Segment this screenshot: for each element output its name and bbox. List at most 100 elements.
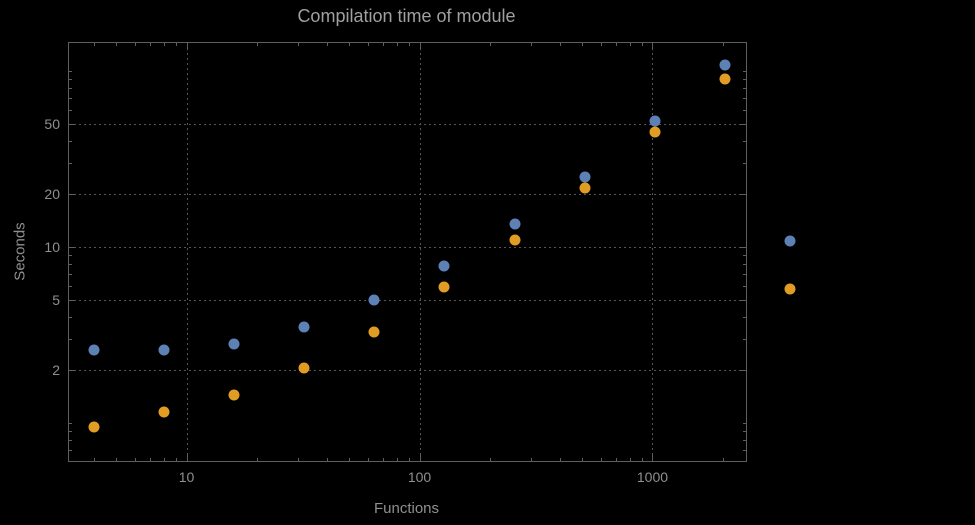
data-point-series-blue: [509, 218, 521, 230]
data-point-series-blue: [649, 115, 661, 127]
x-axis-minor-tick: [349, 458, 351, 461]
y-axis-minor-tick-mirror: [743, 286, 746, 288]
x-axis-minor-tick: [297, 458, 299, 461]
x-axis-minor-tick: [396, 458, 398, 461]
y-axis-minor-tick: [69, 286, 72, 288]
data-point-series-blue: [368, 294, 380, 306]
y-tick-label: 2: [52, 362, 60, 379]
grid-line-vertical: [419, 43, 421, 461]
data-point-series-orange: [158, 406, 170, 418]
y-axis-minor-tick-mirror: [743, 78, 746, 80]
grid-line-horizontal: [69, 370, 746, 372]
y-axis-major-tick-mirror: [740, 194, 746, 195]
legend-marker-blue: [784, 235, 796, 247]
data-point-series-orange: [719, 73, 731, 85]
x-axis-minor-tick: [616, 458, 618, 461]
x-axis-minor-tick-mirror: [559, 43, 561, 46]
data-point-series-orange: [88, 421, 100, 433]
y-tick-label: 10: [44, 239, 60, 256]
x-axis-minor-tick-mirror: [629, 43, 631, 46]
x-axis-minor-tick-mirror: [349, 43, 351, 46]
y-axis-minor-tick-mirror: [743, 440, 746, 442]
y-axis-minor-tick-mirror: [743, 140, 746, 142]
x-axis-minor-tick: [367, 458, 369, 461]
y-axis-major-tick-mirror: [740, 123, 746, 125]
y-axis-minor-tick: [69, 339, 72, 341]
x-axis-minor-tick: [600, 458, 602, 461]
x-axis-minor-tick: [326, 458, 328, 461]
y-axis-minor-tick-mirror: [743, 431, 746, 433]
x-axis-major-tick: [419, 455, 421, 461]
y-axis-minor-tick-mirror: [743, 423, 746, 425]
x-axis-minor-tick-mirror: [326, 43, 328, 46]
x-axis-minor-tick: [134, 458, 136, 461]
y-axis-minor-tick-mirror: [743, 450, 746, 452]
y-axis-major-tick: [69, 123, 75, 125]
x-axis-minor-tick: [641, 458, 643, 461]
x-axis-minor-tick: [408, 458, 410, 461]
x-axis-minor-tick: [582, 458, 584, 461]
grid-line-horizontal: [69, 247, 746, 249]
x-axis-minor-tick: [93, 458, 95, 461]
y-axis-minor-tick-mirror: [743, 98, 746, 100]
x-axis-minor-tick-mirror: [408, 43, 410, 46]
grid-line-vertical: [652, 43, 654, 461]
x-axis-minor-tick-mirror: [530, 43, 532, 46]
data-point-series-orange: [228, 389, 240, 401]
y-axis-minor-tick: [69, 87, 72, 89]
y-axis-minor-tick: [69, 140, 72, 142]
y-axis-minor-tick-mirror: [743, 70, 746, 72]
data-point-series-orange: [649, 126, 661, 138]
x-axis-minor-tick-mirror: [582, 43, 584, 46]
data-point-series-orange: [509, 234, 521, 246]
y-axis-major-tick: [69, 247, 75, 249]
y-axis-minor-tick: [69, 78, 72, 80]
y-axis-minor-tick: [69, 109, 72, 111]
x-axis-minor-tick-mirror: [600, 43, 602, 46]
x-axis-label: Functions: [373, 500, 440, 517]
x-axis-minor-tick-mirror: [175, 43, 177, 46]
x-tick-label: 100: [407, 469, 432, 485]
x-axis-major-tick: [652, 455, 654, 461]
x-axis-minor-tick-mirror: [93, 43, 95, 46]
x-axis-minor-tick-mirror: [489, 43, 491, 46]
x-axis-minor-tick-mirror: [116, 43, 118, 46]
y-axis-minor-tick-mirror: [743, 339, 746, 341]
data-point-series-blue: [719, 59, 731, 71]
y-axis-minor-tick: [69, 162, 72, 164]
x-axis-minor-tick-mirror: [256, 43, 258, 46]
data-point-series-orange: [579, 182, 591, 194]
x-tick-label: 10: [178, 469, 195, 485]
x-axis-minor-tick-mirror: [616, 43, 618, 46]
data-point-series-orange: [368, 326, 380, 338]
x-axis-major-tick-mirror: [419, 43, 421, 49]
y-axis-minor-tick: [69, 317, 72, 319]
y-axis-major-tick-mirror: [740, 300, 746, 302]
chart-title: Compilation time of module: [297, 6, 516, 26]
x-axis-major-tick-mirror: [186, 43, 188, 49]
y-axis-major-tick-mirror: [740, 247, 746, 249]
y-axis-minor-tick-mirror: [743, 109, 746, 111]
x-axis-minor-tick: [383, 458, 385, 461]
grid-line-horizontal: [69, 194, 746, 195]
x-axis-minor-tick-mirror: [297, 43, 299, 46]
y-axis-minor-tick-mirror: [743, 162, 746, 164]
y-axis-minor-tick: [69, 431, 72, 433]
grid-line-horizontal: [69, 123, 746, 125]
x-axis-major-tick: [186, 455, 188, 461]
y-axis-minor-tick-mirror: [743, 87, 746, 89]
x-axis-minor-tick-mirror: [396, 43, 398, 46]
y-axis-major-tick: [69, 300, 75, 302]
data-point-series-orange: [298, 362, 310, 374]
y-axis-minor-tick: [69, 98, 72, 100]
x-axis-minor-tick-mirror: [163, 43, 165, 46]
data-point-series-blue: [158, 344, 170, 356]
x-axis-minor-tick-mirror: [641, 43, 643, 46]
y-axis-minor-tick: [69, 423, 72, 425]
x-axis-minor-tick-mirror: [383, 43, 385, 46]
y-axis-minor-tick: [69, 255, 72, 257]
grid-line-vertical: [186, 43, 188, 461]
x-axis-minor-tick: [629, 458, 631, 461]
y-axis-minor-tick-mirror: [743, 255, 746, 257]
